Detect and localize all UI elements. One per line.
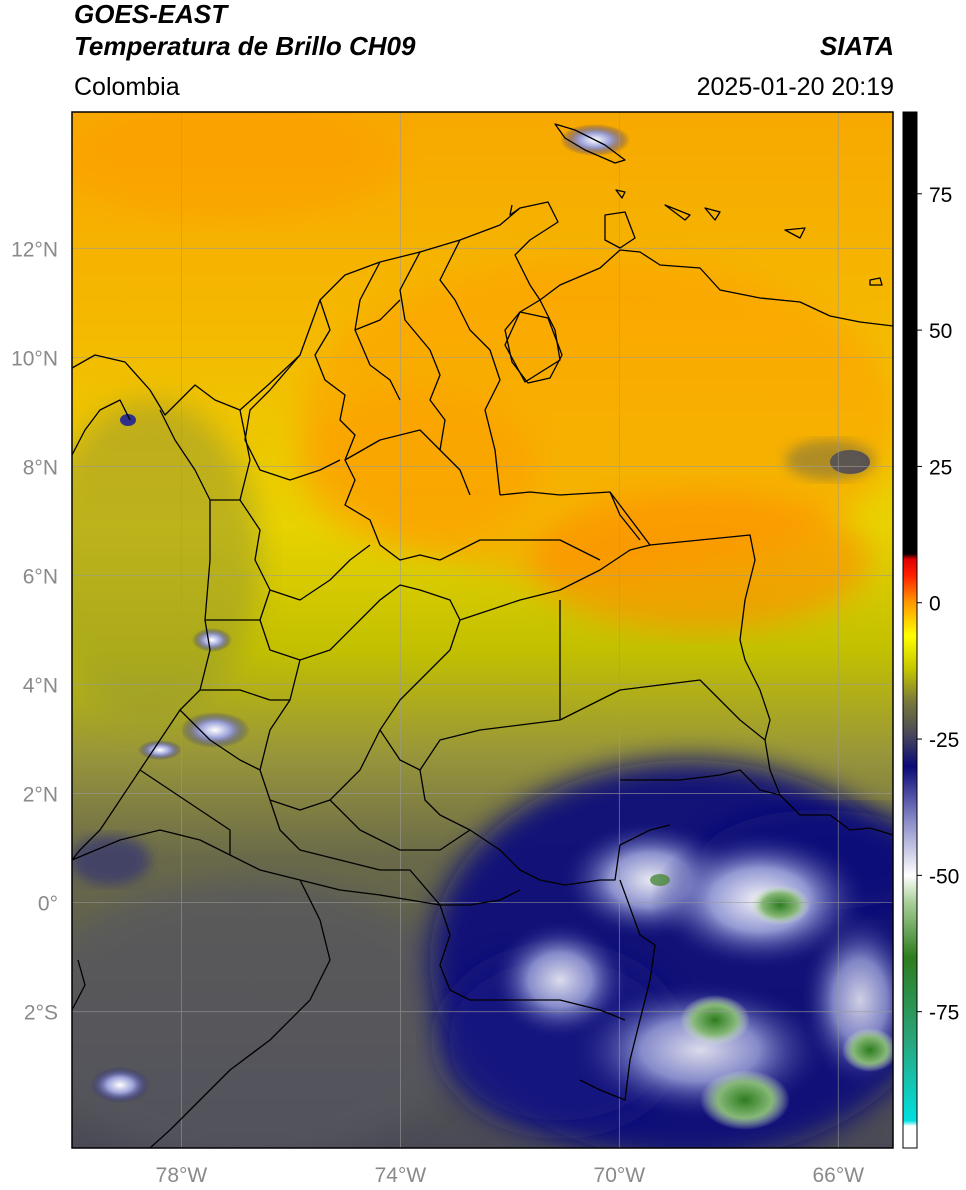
lat-tick-label: 0° [38,893,58,916]
latitude-labels: 12°N 10°N 8°N 6°N 4°N 2°N 0° 2°S [11,238,58,1024]
lat-tick-label: 6°N [23,565,58,588]
colorbar-tick-label: -50 [929,865,959,888]
satellite-imagery [72,112,893,1148]
colorbar-frame [902,111,918,1149]
lat-tick-label: 2°S [24,1002,58,1025]
satellite-title: GOES-EAST [74,0,228,29]
lat-tick-label: 12°N [11,238,58,261]
longitude-labels: 78°W 74°W 70°W 66°W [156,1164,865,1187]
lon-tick-label: 66°W [812,1164,864,1187]
gridlines [72,112,893,1148]
colorbar-tick-label: 75 [929,184,952,207]
coastlines-borders [72,123,893,1148]
colorbar-tick-label: 50 [929,320,952,343]
lat-tick-label: 10°N [11,347,58,370]
lon-tick-label: 70°W [594,1164,646,1187]
map-frame [71,111,894,1149]
colorbar-tick-label: 0 [929,593,941,616]
colorbar-scale [903,112,917,1148]
product-title: Temperatura de Brillo CH09 [74,31,416,61]
colorbar-tick-label: 25 [929,456,952,479]
colorbar: 75 50 25 0 -25 -50 -75 [902,111,959,1149]
colorbar-tick-label: -75 [929,1002,959,1025]
source-label: SIATA [819,31,894,61]
colorbar-tick-label: -25 [929,729,959,752]
lat-tick-label: 4°N [23,675,58,698]
lon-tick-label: 74°W [375,1164,427,1187]
lon-tick-label: 78°W [156,1164,208,1187]
region-label: Colombia [74,73,180,101]
lat-tick-label: 8°N [23,456,58,479]
datetime-label: 2025-01-20 20:19 [696,73,894,101]
lat-tick-label: 2°N [23,784,58,807]
